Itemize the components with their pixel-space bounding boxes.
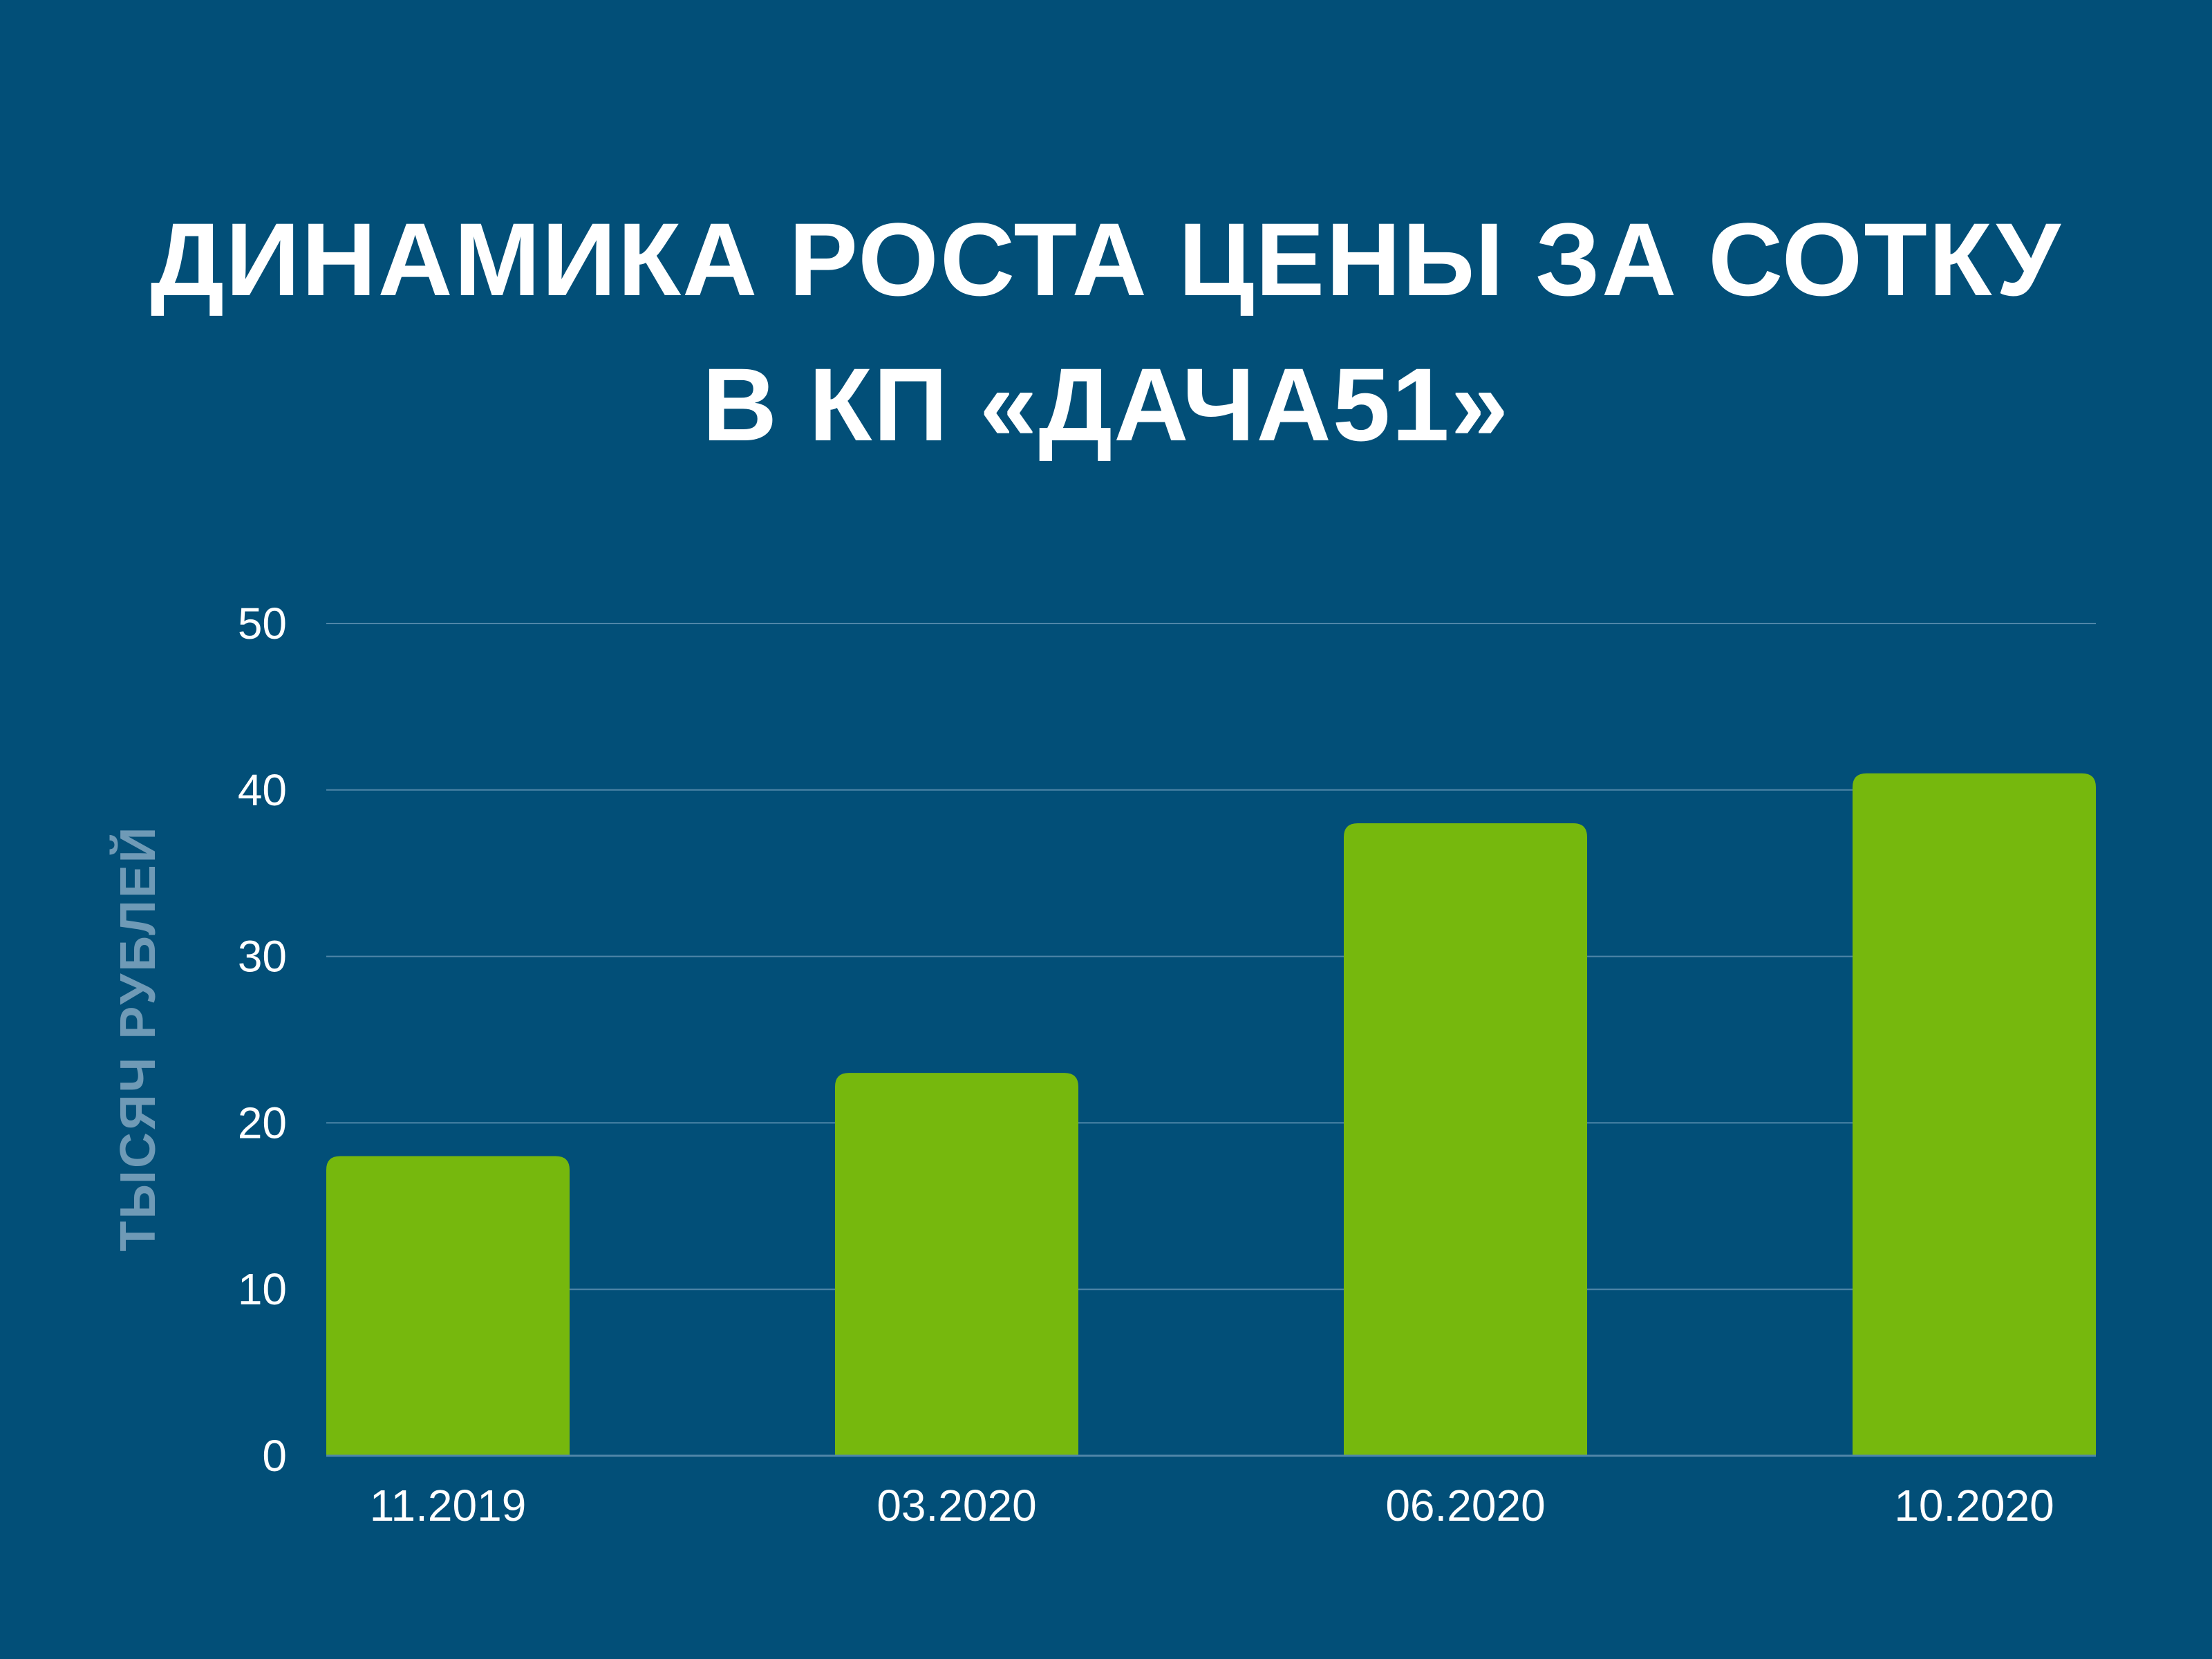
y-tick-label: 0: [262, 1431, 287, 1481]
y-tick-label: 40: [238, 765, 287, 815]
chart-title: ДИНАМИКА РОСТА ЦЕНЫ ЗА СОТКУ В КП «ДАЧА5…: [0, 187, 2212, 477]
x-tick-label: 10.2020: [1894, 1481, 2054, 1530]
y-tick-label: 30: [238, 932, 287, 982]
bar-06.2020: [1344, 823, 1587, 1456]
bars: [326, 773, 2096, 1457]
chart-title-line-2: В КП «ДАЧА51»: [702, 346, 1510, 462]
x-tick-label: 11.2019: [370, 1481, 527, 1530]
y-tick-label: 50: [238, 599, 287, 648]
grid-lines: [326, 623, 2096, 1457]
chart-title-line-1: ДИНАМИКА РОСТА ЦЕНЫ ЗА СОТКУ: [150, 201, 2062, 317]
x-axis-ticks: 11.2019 03.2020 06.2020 10.2020: [370, 1481, 2054, 1530]
bar-10.2020: [1853, 773, 2096, 1456]
bar-11.2019: [326, 1156, 570, 1456]
y-axis-title: ТЫСЯЧ РУБЛЕЙ: [109, 825, 166, 1252]
y-tick-label: 20: [238, 1098, 287, 1147]
y-axis-ticks: 0 10 20 30 40 50: [238, 599, 287, 1481]
y-tick-label: 10: [238, 1264, 287, 1314]
bar-03.2020: [835, 1073, 1078, 1456]
x-tick-label: 06.2020: [1385, 1481, 1545, 1530]
x-tick-label: 03.2020: [877, 1481, 1036, 1530]
